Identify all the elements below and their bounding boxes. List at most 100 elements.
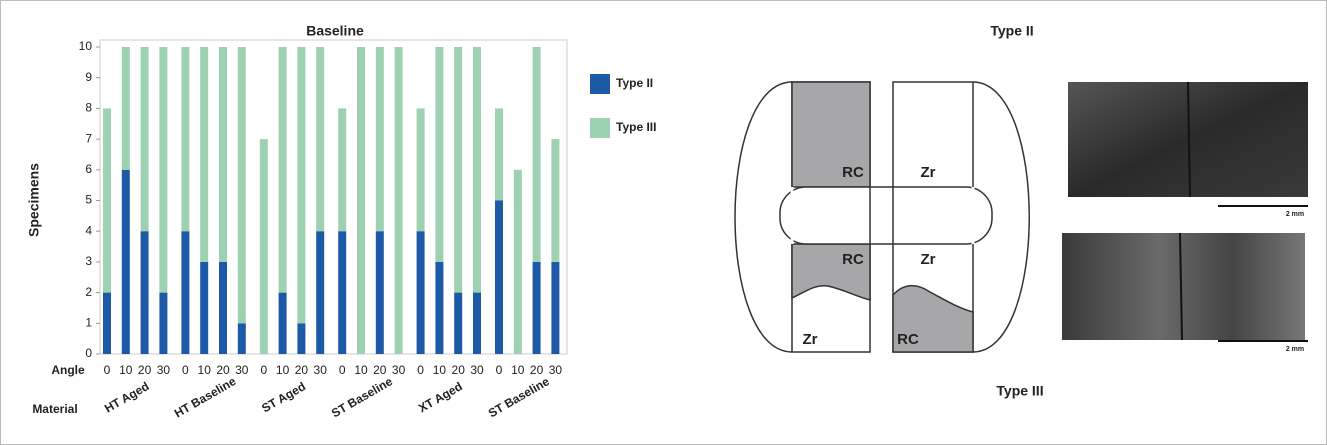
x-tick-label: 0 — [417, 363, 424, 377]
bar-segment — [122, 170, 130, 354]
bar-segment — [376, 231, 384, 354]
bar-segment — [417, 108, 425, 231]
diagram-label: RC — [842, 164, 864, 181]
diagram-label: Zr — [921, 251, 936, 268]
bar-segment — [238, 47, 246, 323]
bar-segment — [316, 231, 324, 354]
bar-segment — [200, 47, 208, 262]
x-tick-label: 10 — [354, 363, 368, 377]
row-label: Angle — [51, 363, 85, 377]
bar-segment — [200, 262, 208, 354]
diagram-title: Type II — [990, 23, 1033, 39]
y-tick-label: 2 — [85, 285, 92, 299]
figure: Baseline Specimens Angle Material Type I… — [0, 0, 1327, 445]
x-tick-label: 0 — [339, 363, 346, 377]
x-tick-label: 0 — [260, 363, 267, 377]
bar-segment — [551, 262, 559, 354]
scale-label: 2 mm — [1286, 211, 1304, 218]
bar-segment — [279, 47, 287, 293]
bar-segment — [159, 293, 167, 354]
bar-segment — [297, 47, 305, 323]
legend-swatch — [590, 118, 610, 138]
bar-segment — [159, 47, 167, 293]
diagram-label: RC — [842, 251, 864, 268]
y-tick-label: 5 — [85, 193, 92, 207]
bar-segment — [357, 47, 365, 354]
bar-segment — [533, 47, 541, 262]
diagram-label: Zr — [803, 331, 818, 348]
x-tick-label: 30 — [470, 363, 484, 377]
scale-label: 2 mm — [1286, 346, 1304, 353]
bar-segment — [454, 293, 462, 354]
legend-swatch — [590, 74, 610, 94]
bar-segment — [316, 47, 324, 231]
x-tick-label: 30 — [235, 363, 249, 377]
bar-segment — [495, 201, 503, 355]
x-tick-label: 10 — [511, 363, 525, 377]
bar-segment — [238, 323, 246, 354]
bar-segment — [514, 170, 522, 354]
x-tick-label: 30 — [157, 363, 171, 377]
legend-label: Type III — [616, 120, 656, 134]
x-tick-label: 0 — [182, 363, 189, 377]
bar-segment — [473, 47, 481, 293]
x-tick-label: 20 — [216, 363, 230, 377]
x-tick-label: 30 — [314, 363, 328, 377]
diagram-title: Type III — [996, 383, 1043, 399]
diagram-label: Zr — [921, 164, 936, 181]
x-tick-label: 10 — [276, 363, 290, 377]
x-tick-label: 30 — [549, 363, 563, 377]
diagram-label: RC — [897, 331, 919, 348]
bar-segment — [103, 108, 111, 292]
bar-segment — [551, 139, 559, 262]
bar-segment — [181, 47, 189, 231]
x-tick-label: 10 — [198, 363, 212, 377]
x-tick-label: 20 — [373, 363, 387, 377]
y-tick-label: 1 — [85, 315, 92, 329]
bar-segment — [533, 262, 541, 354]
photo — [1062, 233, 1305, 340]
bar-segment — [260, 139, 268, 354]
bar-segment — [141, 231, 149, 354]
bar-segment — [454, 47, 462, 293]
y-tick-label: 0 — [85, 346, 92, 360]
bar-segment — [435, 47, 443, 262]
x-tick-label: 0 — [496, 363, 503, 377]
bar-segment — [122, 47, 130, 170]
legend-label: Type II — [616, 76, 653, 90]
y-tick-label: 8 — [85, 101, 92, 115]
x-tick-label: 20 — [138, 363, 152, 377]
y-tick-label: 7 — [85, 131, 92, 145]
y-tick-label: 4 — [85, 223, 92, 237]
y-tick-label: 9 — [85, 70, 92, 84]
y-tick-label: 6 — [85, 162, 92, 176]
bar-segment — [417, 231, 425, 354]
bar-segment — [338, 231, 346, 354]
y-tick-label: 3 — [85, 254, 92, 268]
bar-segment — [219, 262, 227, 354]
y-axis-label: Specimens — [26, 163, 42, 237]
bar-segment — [103, 293, 111, 354]
bar-segment — [219, 47, 227, 262]
bar-segment — [338, 108, 346, 231]
bar-segment — [495, 108, 503, 200]
bar-segment — [435, 262, 443, 354]
x-tick-label: 20 — [452, 363, 466, 377]
x-tick-label: 10 — [433, 363, 447, 377]
bar-segment — [395, 47, 403, 354]
chart-title: Baseline — [306, 23, 364, 39]
x-tick-label: 10 — [119, 363, 133, 377]
bar-segment — [141, 47, 149, 231]
bar-segment — [297, 323, 305, 354]
bar-segment — [279, 293, 287, 354]
bar-segment — [376, 47, 384, 231]
bar-segment — [181, 231, 189, 354]
bar-segment — [473, 293, 481, 354]
y-tick-label: 10 — [79, 39, 93, 53]
row-label: Material — [32, 402, 77, 416]
x-tick-label: 20 — [530, 363, 544, 377]
x-tick-label: 20 — [295, 363, 309, 377]
x-tick-label: 0 — [104, 363, 111, 377]
page: Baseline Specimens Angle Material Type I… — [0, 0, 1327, 445]
x-tick-label: 30 — [392, 363, 406, 377]
